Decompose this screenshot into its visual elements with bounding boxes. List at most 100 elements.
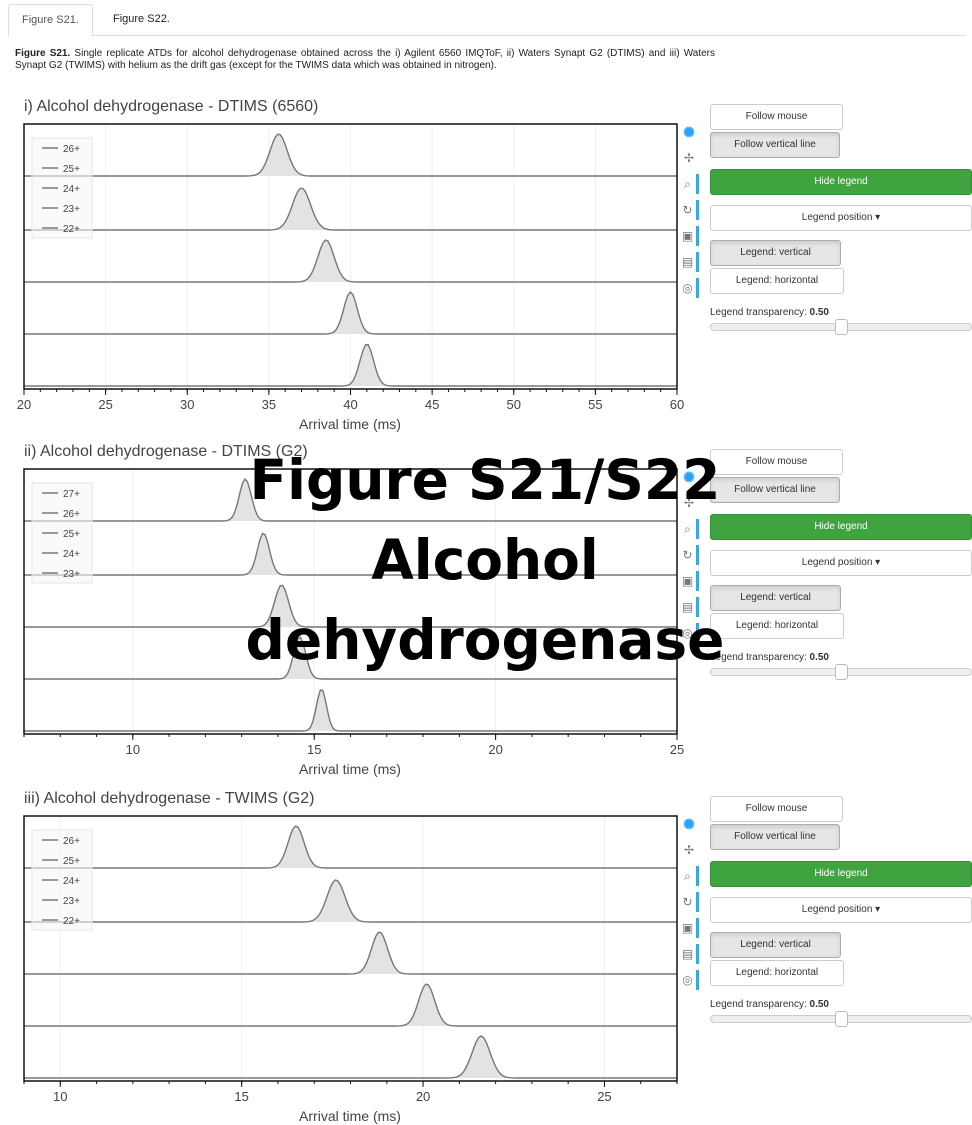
trace-line-26+	[24, 133, 677, 177]
x-axis-label: Arrival time (ms)	[299, 1108, 401, 1124]
figure-tabs: Figure S21. Figure S22.	[8, 4, 966, 37]
legend-label: 25+	[63, 529, 80, 540]
trace-line-27+	[24, 477, 677, 522]
legend-transparency-text: Legend transparency:	[710, 999, 807, 1010]
overlay-title: Figure S21/S22 Alcohol dehydrogenase	[200, 440, 770, 680]
trace-line-23+	[24, 689, 677, 732]
legend-transparency-text: Legend transparency:	[710, 652, 807, 663]
trace-fill-23+	[24, 292, 677, 334]
legend-horizontal-button[interactable]: Legend: horizontal	[710, 268, 844, 294]
color-wheel-icon[interactable]: ✺	[683, 469, 695, 485]
x-tick-label: 30	[180, 397, 194, 412]
legend-label: 22+	[63, 224, 80, 235]
chart-title: ii) Alcohol dehydrogenase - DTIMS (G2)	[24, 443, 308, 460]
hover-icon[interactable]: ▤	[679, 252, 699, 272]
x-tick-label: 50	[507, 397, 521, 412]
x-tick-label: 10	[126, 742, 140, 757]
figure-caption: Figure S21. Single replicate ATDs for al…	[15, 48, 715, 72]
pan-icon[interactable]: ✢	[683, 843, 695, 857]
color-wheel-icon[interactable]: ✺	[683, 816, 695, 832]
x-tick-label: 20	[416, 1089, 430, 1104]
reset-icon[interactable]: ↻	[679, 892, 699, 912]
legend-transparency-value: 0.50	[809, 307, 829, 318]
save-icon[interactable]: ▣	[679, 918, 699, 938]
caption-label: Figure S21.	[15, 48, 71, 59]
crosshair-icon[interactable]: ◎	[679, 970, 699, 990]
chart-title: iii) Alcohol dehydrogenase - TWIMS (G2)	[24, 790, 315, 807]
reset-icon[interactable]: ↻	[679, 200, 699, 220]
save-icon[interactable]: ▣	[679, 571, 699, 591]
trace-line-24+	[24, 931, 677, 975]
trace-line-25+	[24, 187, 677, 231]
x-tick-label: 45	[425, 397, 439, 412]
slider-handle[interactable]	[835, 664, 848, 680]
tab-figure-s21[interactable]: Figure S21.	[8, 4, 93, 37]
follow-mouse-button[interactable]: Follow mouse	[710, 796, 843, 822]
trace-line-25+	[24, 879, 677, 923]
x-axis-label: Arrival time (ms)	[299, 416, 401, 432]
x-tick-label: 15	[234, 1089, 248, 1104]
zoom-icon[interactable]: ⌕	[679, 866, 699, 886]
chart-legend[interactable]: 27+ 26+ 25+ 24+ 23+	[31, 482, 93, 584]
follow-vertical-line-button[interactable]: Follow vertical line	[710, 824, 840, 850]
x-tick-label: 60	[670, 397, 684, 412]
legend-position-dropdown[interactable]: Legend position ▾	[710, 550, 972, 576]
legend-transparency-value: 0.50	[809, 652, 829, 663]
legend-transparency-label: Legend transparency: 0.50	[710, 307, 829, 318]
legend-vertical-button[interactable]: Legend: vertical	[710, 240, 841, 266]
hover-icon[interactable]: ▤	[679, 944, 699, 964]
legend-horizontal-button[interactable]: Legend: horizontal	[710, 960, 844, 986]
follow-mouse-button[interactable]: Follow mouse	[710, 449, 843, 475]
reset-icon[interactable]: ↻	[679, 545, 699, 565]
slider-handle[interactable]	[835, 319, 848, 335]
legend-position-dropdown[interactable]: Legend position ▾	[710, 205, 972, 231]
hover-icon[interactable]: ▤	[679, 597, 699, 617]
legend-label: 22+	[63, 916, 80, 927]
x-tick-label: 20	[488, 742, 502, 757]
x-tick-label: 15	[307, 742, 321, 757]
trace-line-24+	[24, 239, 677, 283]
chart-legend[interactable]: 26+ 25+ 24+ 23+ 22+	[31, 829, 93, 931]
legend-label: 24+	[63, 184, 80, 195]
legend-label: 25+	[63, 856, 80, 867]
legend-label: 23+	[63, 569, 80, 580]
crosshair-icon[interactable]: ◎	[679, 278, 699, 298]
zoom-icon[interactable]: ⌕	[679, 519, 699, 539]
follow-vertical-line-button[interactable]: Follow vertical line	[710, 477, 840, 503]
legend-transparency-label: Legend transparency: 0.50	[710, 999, 829, 1010]
x-tick-label: 20	[17, 397, 31, 412]
save-icon[interactable]: ▣	[679, 226, 699, 246]
hide-legend-button[interactable]: Hide legend	[710, 861, 972, 887]
caption-text: Single replicate ATDs for alcohol dehydr…	[15, 48, 716, 71]
pan-icon[interactable]: ✢	[683, 496, 695, 510]
legend-vertical-button[interactable]: Legend: vertical	[710, 585, 841, 611]
atd-plot[interactable]: 26+ 25+ 24+ 23+ 22+ 10 15 20 25 Arrival time (ms)	[0, 815, 700, 1125]
legend-position-dropdown[interactable]: Legend position ▾	[710, 897, 972, 923]
legend-transparency-label: Legend transparency: 0.50	[710, 652, 829, 663]
x-tick-label: 55	[588, 397, 602, 412]
zoom-icon[interactable]: ⌕	[679, 174, 699, 194]
legend-label: 25+	[63, 164, 80, 175]
follow-vertical-line-button[interactable]: Follow vertical line	[710, 132, 840, 158]
crosshair-icon[interactable]: ◎	[679, 623, 699, 643]
hide-legend-button[interactable]: Hide legend	[710, 169, 972, 195]
color-wheel-icon[interactable]: ✺	[683, 124, 695, 140]
legend-horizontal-button[interactable]: Legend: horizontal	[710, 613, 844, 639]
legend-vertical-button[interactable]: Legend: vertical	[710, 932, 841, 958]
chart-legend[interactable]: 26+ 25+ 24+ 23+ 22+	[31, 137, 93, 239]
tab-figure-s22[interactable]: Figure S22.	[113, 13, 170, 25]
follow-mouse-button[interactable]: Follow mouse	[710, 104, 843, 130]
pan-icon[interactable]: ✢	[683, 151, 695, 165]
slider-handle[interactable]	[835, 1011, 848, 1027]
legend-box	[31, 482, 93, 584]
atd-plot[interactable]: 27+ 26+ 25+ 24+ 23+ 10 15 20 25 Arrival time (ms)	[0, 468, 700, 814]
trace-line-26+	[24, 825, 677, 869]
x-tick-label: 10	[53, 1089, 67, 1104]
trace-line-26+	[24, 532, 677, 576]
trace-fill-25+	[24, 880, 677, 922]
x-tick-label: 25	[98, 397, 112, 412]
hide-legend-button[interactable]: Hide legend	[710, 514, 972, 540]
trace-line-22+	[24, 344, 677, 387]
atd-plot[interactable]: 26+ 25+ 24+ 23+ 22+ 20 25 30 35 40 45 50 55 60 Arrival…	[0, 123, 700, 469]
overlay-line-3: dehydrogenase	[245, 608, 725, 672]
